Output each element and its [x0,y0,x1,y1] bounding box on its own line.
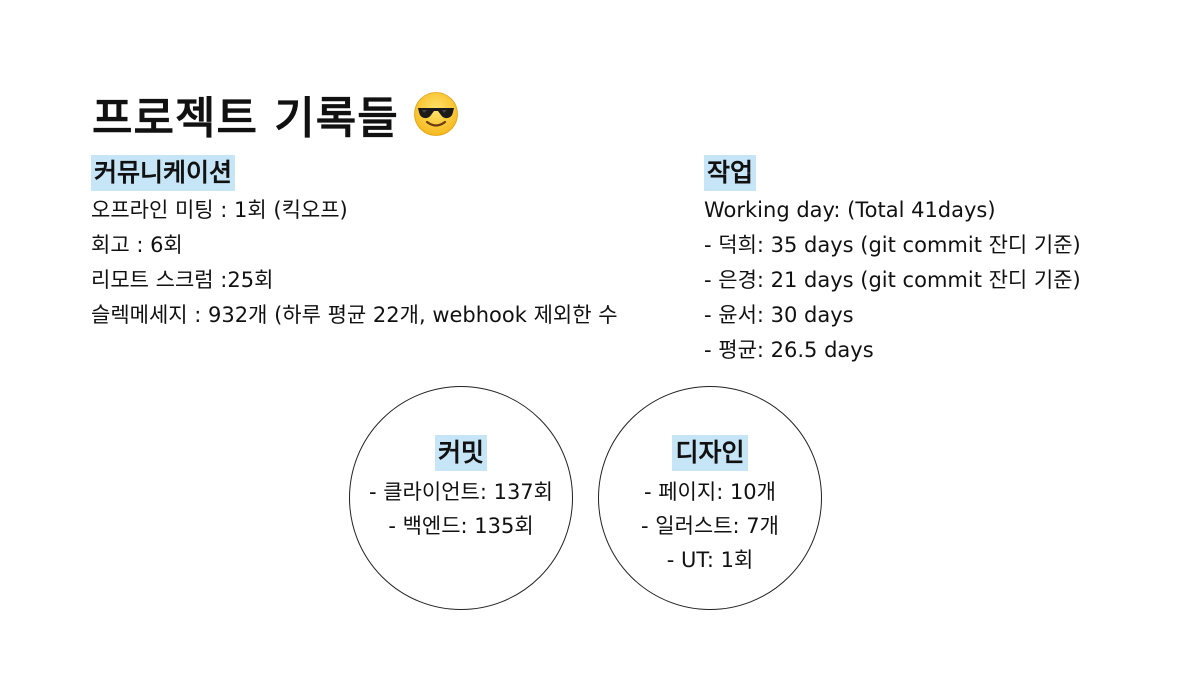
communication-line: 오프라인 미팅 : 1회 (킥오프) [91,198,348,222]
work-heading: 작업 [704,155,757,191]
communication-line: 회고 : 6회 [91,233,183,257]
communication-section: 커뮤니케이션 오프라인 미팅 : 1회 (킥오프) 회고 : 6회 리모트 스크… [91,155,618,333]
work-section: 작업 Working day: (Total 41days) - 덕희: 35 … [704,155,1081,368]
commit-circle: 커밋 - 클라이언트: 137회 - 백엔드: 135회 [349,386,573,610]
design-line: - 페이지: 10개 [643,480,776,504]
commit-heading: 커밋 [434,435,487,471]
work-line: - 덕희: 35 days (git commit 잔디 기준) [704,233,1081,257]
commit-line: - 클라이언트: 137회 [368,480,553,504]
commit-line: - 백엔드: 135회 [388,514,534,538]
slide-title-text: 프로젝트 기록들 [92,93,399,144]
work-line: - 은경: 21 days (git commit 잔디 기준) [704,268,1081,292]
design-line: - UT: 1회 [666,548,754,572]
slide-title: 프로젝트 기록들 [92,84,459,144]
design-line: - 일러스트: 7개 [641,514,779,538]
communication-lines: 오프라인 미팅 : 1회 (킥오프) 회고 : 6회 리모트 스크럼 :25회 … [91,193,618,333]
work-line: Working day: (Total 41days) [704,198,996,222]
design-heading: 디자인 [672,435,748,471]
work-lines: Working day: (Total 41days) - 덕희: 35 day… [704,193,1081,368]
communication-line: 슬렉메세지 : 932개 (하루 평균 22개, webhook 제외한 수 [91,303,618,327]
work-line: - 평균: 26.5 days [704,338,874,362]
sunglasses-emoji-icon [413,91,459,137]
design-circle: 디자인 - 페이지: 10개 - 일러스트: 7개 - UT: 1회 [598,386,822,610]
communication-heading: 커뮤니케이션 [91,155,236,191]
communication-line: 리모트 스크럼 :25회 [91,268,274,292]
work-line: - 윤서: 30 days [704,303,854,327]
